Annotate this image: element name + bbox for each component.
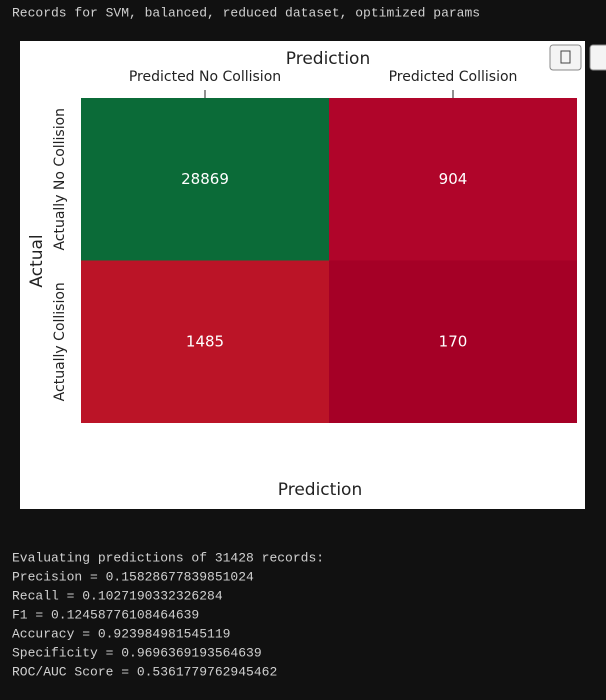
cell-label: 170 (439, 332, 468, 350)
output-line: Recall = 0.1027190332326284 (12, 588, 223, 603)
cell-label: 28869 (181, 170, 229, 188)
heatmap-cell (329, 98, 577, 261)
y-axis-label: Actual (27, 234, 47, 287)
y-tick-label: Actually Collision (52, 282, 68, 401)
copy-button[interactable] (549, 44, 582, 71)
copy-icon (560, 50, 571, 64)
y-tick-label: Actually No Collision (52, 108, 68, 251)
output-line: ROC/AUC Score = 0.5361779762945462 (12, 664, 277, 679)
heatmap-cell (81, 98, 329, 261)
header: Records for SVM, balanced, reduced datas… (12, 5, 480, 20)
x-tick-label: Predicted No Collision (129, 69, 281, 85)
output-line: Evaluating predictions of 31428 records: (12, 550, 324, 565)
chart-title: Prediction (286, 49, 370, 69)
x-axis-label: Prediction (278, 480, 362, 500)
heatmap-cell (329, 260, 577, 423)
output-line: Accuracy = 0.923984981545119 (12, 626, 230, 641)
output-line: Precision = 0.15828677839851024 (12, 569, 254, 584)
heatmap-cell (81, 260, 329, 423)
output-line: F1 = 0.12458776108464639 (12, 607, 199, 622)
output-line: Specificity = 0.9696369193564639 (12, 645, 262, 660)
chart-button[interactable] (589, 44, 606, 71)
cell-label: 1485 (186, 332, 224, 350)
x-tick-label: Predicted Collision (389, 69, 518, 85)
cell-label: 904 (439, 170, 468, 188)
